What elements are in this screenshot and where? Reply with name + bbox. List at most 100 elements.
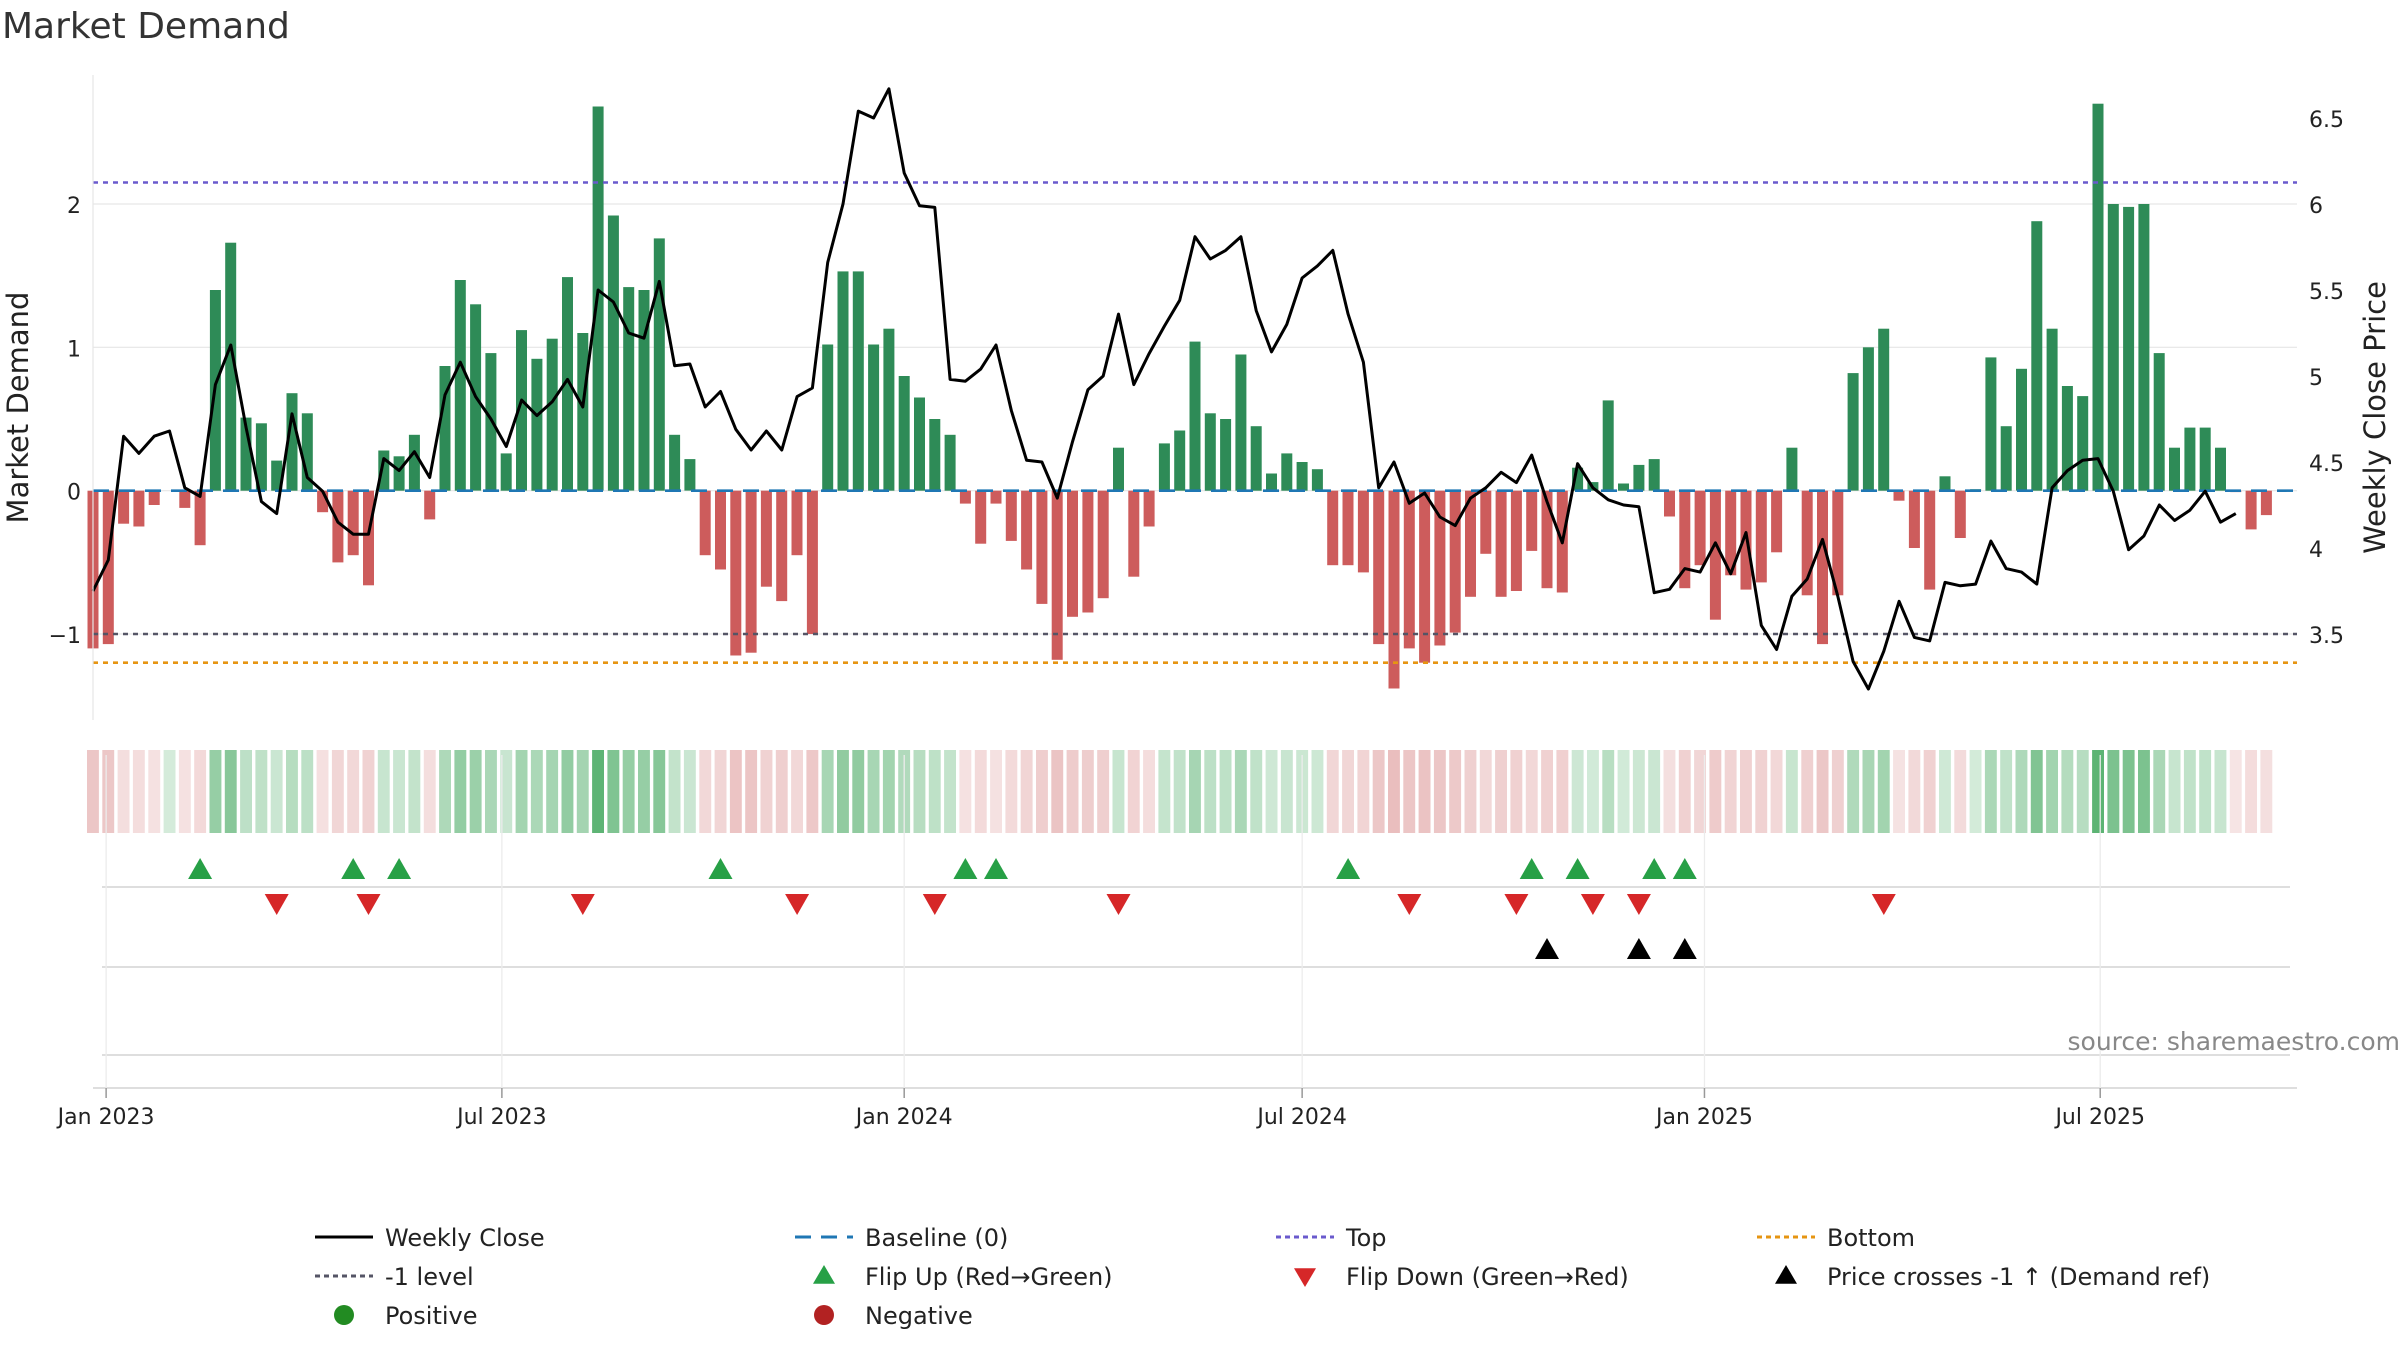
heat-cell	[1541, 750, 1553, 833]
y-right-tick-label: 6.5	[2309, 108, 2344, 133]
source-note: source: sharemaestro.com	[2068, 1027, 2400, 1056]
legend-item: Bottom	[1757, 1224, 1915, 1252]
demand-bar	[1450, 491, 1461, 633]
demand-bar	[1220, 419, 1231, 491]
legend-label: Flip Down (Green→Red)	[1346, 1263, 1629, 1291]
heat-cell	[1158, 750, 1170, 833]
legend-swatch-triangle-up	[813, 1265, 835, 1284]
heat-cell	[1189, 750, 1201, 833]
x-tick-label: Jul 2025	[2053, 1105, 2145, 1130]
heat-cell	[2092, 750, 2104, 833]
y-right-tick-label: 4.5	[2309, 452, 2344, 477]
flip-up-marker	[188, 858, 212, 879]
heat-cell	[2046, 750, 2058, 833]
demand-bar	[2047, 329, 2058, 491]
heat-cell	[592, 750, 604, 833]
demand-bar	[1113, 448, 1124, 491]
demand-bar	[746, 491, 757, 653]
heat-cell	[1281, 750, 1293, 833]
demand-bar	[1266, 474, 1277, 491]
demand-bar	[1480, 491, 1491, 554]
demand-bar	[133, 491, 144, 527]
heat-cell	[1051, 750, 1063, 833]
heat-cell	[378, 750, 390, 833]
demand-bar	[1924, 491, 1935, 590]
heat-cell	[914, 750, 926, 833]
heat-cell	[1419, 750, 1431, 833]
demand-bar	[1894, 491, 1905, 501]
heat-cell	[2123, 750, 2135, 833]
y-right-tick-label: 3.5	[2309, 624, 2344, 649]
demand-bar	[914, 398, 925, 491]
heat-cell	[990, 750, 1002, 833]
heat-cell	[1556, 750, 1568, 833]
demand-bar	[883, 329, 894, 491]
y-left-tick-label: 2	[67, 194, 81, 219]
y-left-tick-label: 0	[67, 481, 81, 506]
heat-cell	[2077, 750, 2089, 833]
demand-bar	[1343, 491, 1354, 566]
heat-cell	[118, 750, 130, 833]
heat-cell	[1465, 750, 1477, 833]
heat-cell	[133, 750, 145, 833]
demand-bar	[2001, 426, 2012, 491]
heat-cell	[1832, 750, 1844, 833]
flip-up-marker	[1566, 858, 1590, 879]
demand-bar	[623, 287, 634, 491]
heat-cell	[837, 750, 849, 833]
heat-cell	[1801, 750, 1813, 833]
heat-cell	[1725, 750, 1737, 833]
x-tick-label: Jan 2025	[1654, 1105, 1753, 1130]
legend-item: Flip Up (Red→Green)	[813, 1263, 1113, 1291]
heat-cell	[439, 750, 451, 833]
heat-cell	[2199, 750, 2211, 833]
heat-cell	[546, 750, 558, 833]
demand-bar	[853, 271, 864, 490]
heat-cell	[623, 750, 635, 833]
demand-bar	[348, 491, 359, 556]
legend-label: Negative	[865, 1302, 973, 1330]
demand-bar	[2169, 448, 2180, 491]
heat-cell	[1403, 750, 1415, 833]
heat-cell	[776, 750, 788, 833]
demand-bar	[1327, 491, 1338, 566]
heat-cell	[2230, 750, 2242, 833]
heat-cell	[1495, 750, 1507, 833]
x-tick-label: Jan 2023	[56, 1105, 155, 1130]
heat-cell	[1878, 750, 1890, 833]
demand-bar	[2261, 491, 2272, 515]
heat-cell	[730, 750, 742, 833]
flip-down-marker	[785, 894, 809, 915]
heat-cell	[868, 750, 880, 833]
flip-down-marker	[1581, 894, 1605, 915]
weekly-close-line	[93, 89, 2236, 689]
heat-cell	[271, 750, 283, 833]
heat-cell	[1679, 750, 1691, 833]
legend-label: Flip Up (Red→Green)	[865, 1263, 1113, 1291]
heat-cell	[577, 750, 589, 833]
legend-label: Price crosses -1 ↑ (Demand ref)	[1827, 1263, 2210, 1291]
heat-cell	[653, 750, 665, 833]
demand-bar	[2184, 428, 2195, 491]
legend-label: Top	[1345, 1224, 1387, 1252]
heat-cell	[1817, 750, 1829, 833]
heat-cell	[1786, 750, 1798, 833]
heat-cell	[1005, 750, 1017, 833]
heat-cell	[1771, 750, 1783, 833]
heat-cell	[1021, 750, 1033, 833]
demand-bar	[1985, 357, 1996, 490]
heat-cell	[2153, 750, 2165, 833]
flip-down-marker	[265, 894, 289, 915]
heat-cell	[2016, 750, 2028, 833]
demand-bar	[363, 491, 374, 586]
heat-cell	[852, 750, 864, 833]
demand-bar	[394, 456, 405, 490]
y-left-tick-label: −1	[49, 624, 81, 649]
heat-cell	[1388, 750, 1400, 833]
y-axis-label-left: Market Demand	[1, 292, 35, 524]
demand-bar	[1036, 491, 1047, 604]
heat-cell	[1266, 750, 1278, 833]
demand-bar	[1633, 465, 1644, 491]
flip-up-marker	[387, 858, 411, 879]
